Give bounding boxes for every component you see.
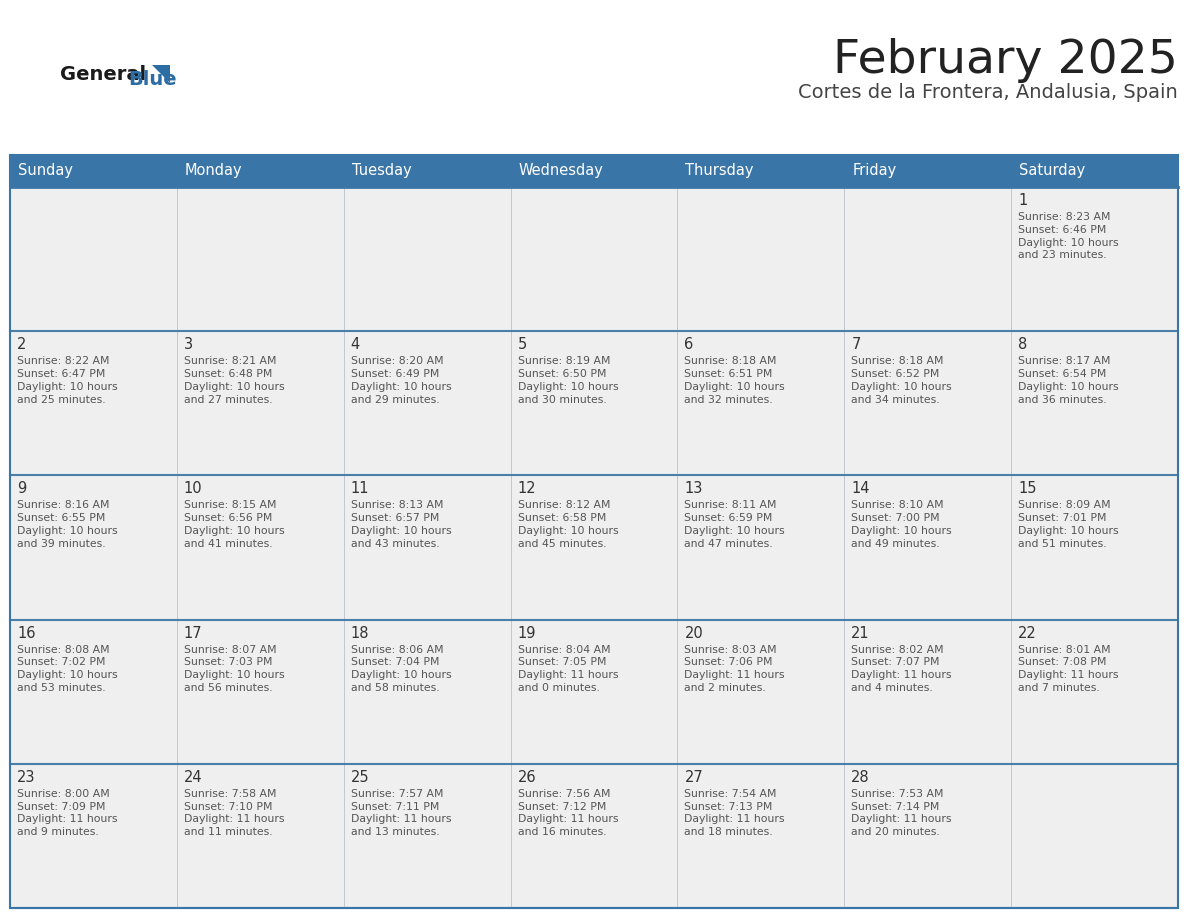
Polygon shape: [152, 65, 170, 83]
Text: Wednesday: Wednesday: [519, 163, 604, 178]
Text: 5: 5: [518, 337, 526, 353]
Text: 2: 2: [17, 337, 26, 353]
Text: 22: 22: [1018, 625, 1037, 641]
Text: 26: 26: [518, 770, 536, 785]
Text: Sunrise: 8:00 AM
Sunset: 7:09 PM
Daylight: 11 hours
and 9 minutes.: Sunrise: 8:00 AM Sunset: 7:09 PM Dayligh…: [17, 789, 118, 837]
Text: 23: 23: [17, 770, 36, 785]
Text: 13: 13: [684, 481, 703, 497]
Text: Sunrise: 7:58 AM
Sunset: 7:10 PM
Daylight: 11 hours
and 11 minutes.: Sunrise: 7:58 AM Sunset: 7:10 PM Dayligh…: [184, 789, 284, 837]
Text: Sunrise: 7:53 AM
Sunset: 7:14 PM
Daylight: 11 hours
and 20 minutes.: Sunrise: 7:53 AM Sunset: 7:14 PM Dayligh…: [852, 789, 952, 837]
Text: 27: 27: [684, 770, 703, 785]
Text: Sunrise: 8:07 AM
Sunset: 7:03 PM
Daylight: 10 hours
and 56 minutes.: Sunrise: 8:07 AM Sunset: 7:03 PM Dayligh…: [184, 644, 284, 693]
Text: Sunrise: 8:17 AM
Sunset: 6:54 PM
Daylight: 10 hours
and 36 minutes.: Sunrise: 8:17 AM Sunset: 6:54 PM Dayligh…: [1018, 356, 1119, 405]
Text: 11: 11: [350, 481, 369, 497]
Text: Sunrise: 8:18 AM
Sunset: 6:52 PM
Daylight: 10 hours
and 34 minutes.: Sunrise: 8:18 AM Sunset: 6:52 PM Dayligh…: [852, 356, 952, 405]
Text: Sunrise: 8:19 AM
Sunset: 6:50 PM
Daylight: 10 hours
and 30 minutes.: Sunrise: 8:19 AM Sunset: 6:50 PM Dayligh…: [518, 356, 618, 405]
Text: 6: 6: [684, 337, 694, 353]
Text: Sunrise: 8:02 AM
Sunset: 7:07 PM
Daylight: 11 hours
and 4 minutes.: Sunrise: 8:02 AM Sunset: 7:07 PM Dayligh…: [852, 644, 952, 693]
Text: Sunday: Sunday: [18, 163, 72, 178]
Text: 15: 15: [1018, 481, 1037, 497]
Text: 16: 16: [17, 625, 36, 641]
Text: Sunrise: 8:01 AM
Sunset: 7:08 PM
Daylight: 11 hours
and 7 minutes.: Sunrise: 8:01 AM Sunset: 7:08 PM Dayligh…: [1018, 644, 1119, 693]
Text: 19: 19: [518, 625, 536, 641]
Text: Sunrise: 8:04 AM
Sunset: 7:05 PM
Daylight: 11 hours
and 0 minutes.: Sunrise: 8:04 AM Sunset: 7:05 PM Dayligh…: [518, 644, 618, 693]
Text: Sunrise: 8:03 AM
Sunset: 7:06 PM
Daylight: 11 hours
and 2 minutes.: Sunrise: 8:03 AM Sunset: 7:06 PM Dayligh…: [684, 644, 785, 693]
Text: 10: 10: [184, 481, 202, 497]
Text: 28: 28: [852, 770, 870, 785]
Text: Sunrise: 8:18 AM
Sunset: 6:51 PM
Daylight: 10 hours
and 32 minutes.: Sunrise: 8:18 AM Sunset: 6:51 PM Dayligh…: [684, 356, 785, 405]
Text: Sunrise: 7:54 AM
Sunset: 7:13 PM
Daylight: 11 hours
and 18 minutes.: Sunrise: 7:54 AM Sunset: 7:13 PM Dayligh…: [684, 789, 785, 837]
Text: Monday: Monday: [185, 163, 242, 178]
Text: Sunrise: 8:06 AM
Sunset: 7:04 PM
Daylight: 10 hours
and 58 minutes.: Sunrise: 8:06 AM Sunset: 7:04 PM Dayligh…: [350, 644, 451, 693]
Text: Sunrise: 8:12 AM
Sunset: 6:58 PM
Daylight: 10 hours
and 45 minutes.: Sunrise: 8:12 AM Sunset: 6:58 PM Dayligh…: [518, 500, 618, 549]
Text: 18: 18: [350, 625, 369, 641]
Text: 20: 20: [684, 625, 703, 641]
Text: Friday: Friday: [852, 163, 897, 178]
Text: Cortes de la Frontera, Andalusia, Spain: Cortes de la Frontera, Andalusia, Spain: [798, 83, 1178, 102]
Text: 17: 17: [184, 625, 202, 641]
Bar: [10, 155, 1178, 187]
Text: Tuesday: Tuesday: [352, 163, 411, 178]
Text: 4: 4: [350, 337, 360, 353]
Bar: [10, 187, 1178, 908]
Text: 12: 12: [518, 481, 536, 497]
Text: 1: 1: [1018, 193, 1028, 208]
Text: Saturday: Saturday: [1019, 163, 1086, 178]
Text: Sunrise: 8:16 AM
Sunset: 6:55 PM
Daylight: 10 hours
and 39 minutes.: Sunrise: 8:16 AM Sunset: 6:55 PM Dayligh…: [17, 500, 118, 549]
Text: General: General: [61, 65, 146, 84]
Text: 25: 25: [350, 770, 369, 785]
Text: Sunrise: 8:11 AM
Sunset: 6:59 PM
Daylight: 10 hours
and 47 minutes.: Sunrise: 8:11 AM Sunset: 6:59 PM Dayligh…: [684, 500, 785, 549]
Text: Sunrise: 8:20 AM
Sunset: 6:49 PM
Daylight: 10 hours
and 29 minutes.: Sunrise: 8:20 AM Sunset: 6:49 PM Dayligh…: [350, 356, 451, 405]
Text: Sunrise: 8:09 AM
Sunset: 7:01 PM
Daylight: 10 hours
and 51 minutes.: Sunrise: 8:09 AM Sunset: 7:01 PM Dayligh…: [1018, 500, 1119, 549]
Text: Thursday: Thursday: [685, 163, 754, 178]
Text: Sunrise: 8:10 AM
Sunset: 7:00 PM
Daylight: 10 hours
and 49 minutes.: Sunrise: 8:10 AM Sunset: 7:00 PM Dayligh…: [852, 500, 952, 549]
Text: February 2025: February 2025: [833, 38, 1178, 83]
Text: Sunrise: 8:23 AM
Sunset: 6:46 PM
Daylight: 10 hours
and 23 minutes.: Sunrise: 8:23 AM Sunset: 6:46 PM Dayligh…: [1018, 212, 1119, 261]
Text: 9: 9: [17, 481, 26, 497]
Text: Sunrise: 8:15 AM
Sunset: 6:56 PM
Daylight: 10 hours
and 41 minutes.: Sunrise: 8:15 AM Sunset: 6:56 PM Dayligh…: [184, 500, 284, 549]
Text: Sunrise: 8:13 AM
Sunset: 6:57 PM
Daylight: 10 hours
and 43 minutes.: Sunrise: 8:13 AM Sunset: 6:57 PM Dayligh…: [350, 500, 451, 549]
Text: 3: 3: [184, 337, 192, 353]
Text: 14: 14: [852, 481, 870, 497]
Text: 24: 24: [184, 770, 202, 785]
Text: Blue: Blue: [128, 70, 177, 89]
Text: 8: 8: [1018, 337, 1028, 353]
Text: 7: 7: [852, 337, 860, 353]
Text: Sunrise: 8:22 AM
Sunset: 6:47 PM
Daylight: 10 hours
and 25 minutes.: Sunrise: 8:22 AM Sunset: 6:47 PM Dayligh…: [17, 356, 118, 405]
Bar: [10, 155, 1178, 908]
Text: 21: 21: [852, 625, 870, 641]
Text: Sunrise: 7:57 AM
Sunset: 7:11 PM
Daylight: 11 hours
and 13 minutes.: Sunrise: 7:57 AM Sunset: 7:11 PM Dayligh…: [350, 789, 451, 837]
Text: Sunrise: 8:08 AM
Sunset: 7:02 PM
Daylight: 10 hours
and 53 minutes.: Sunrise: 8:08 AM Sunset: 7:02 PM Dayligh…: [17, 644, 118, 693]
Text: Sunrise: 8:21 AM
Sunset: 6:48 PM
Daylight: 10 hours
and 27 minutes.: Sunrise: 8:21 AM Sunset: 6:48 PM Dayligh…: [184, 356, 284, 405]
Text: Sunrise: 7:56 AM
Sunset: 7:12 PM
Daylight: 11 hours
and 16 minutes.: Sunrise: 7:56 AM Sunset: 7:12 PM Dayligh…: [518, 789, 618, 837]
